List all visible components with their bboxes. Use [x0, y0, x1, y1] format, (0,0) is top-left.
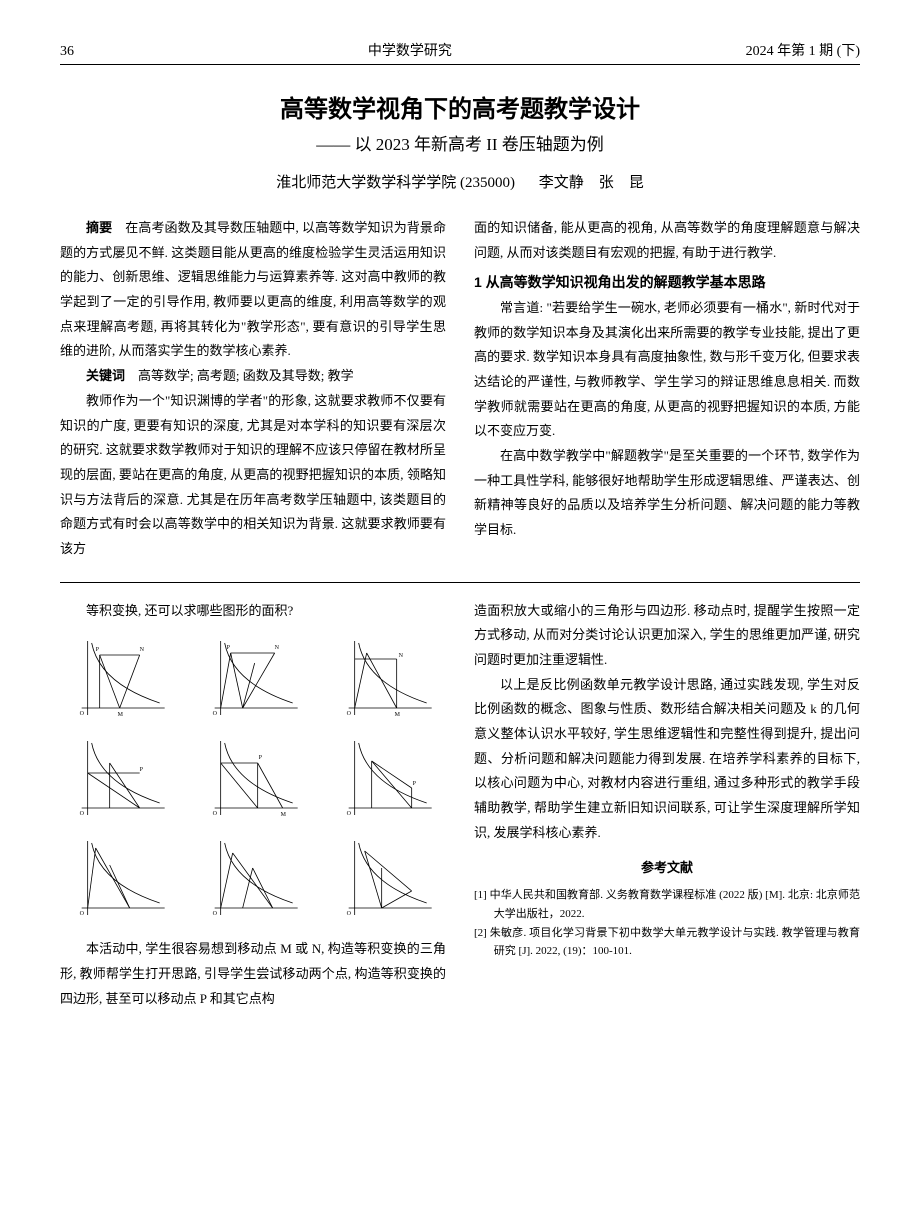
figure-9: O [327, 833, 446, 923]
keywords-label: 关键词 [86, 368, 125, 383]
right-column: 面的知识储备, 能从更高的视角, 从高等数学的角度理解题意与解决问题, 从而对该… [474, 216, 860, 562]
figure-7: O [60, 833, 179, 923]
keywords: 关键词 高等数学; 高考题; 函数及其导数; 教学 [60, 364, 446, 389]
svg-text:M: M [118, 712, 124, 718]
bottom-right-p1: 造面积放大或缩小的三角形与四边形. 移动点时, 提醒学生按照一定方式移动, 从而… [474, 599, 860, 673]
main-columns: 摘要 在高考函数及其导数压轴题中, 以高等数学知识为背景命题的方式屡见不鲜. 这… [60, 216, 860, 562]
svg-text:O: O [213, 911, 218, 917]
journal-name: 中学数学研究 [368, 40, 452, 60]
svg-text:P: P [412, 781, 416, 787]
svg-text:N: N [398, 653, 403, 659]
svg-text:O: O [213, 711, 218, 717]
bottom-right-p2: 以上是反比例函数单元教学设计思路, 通过实践发现, 学生对反比例函数的概念、图象… [474, 673, 860, 846]
affiliation-line: 淮北师范大学数学科学学院 (235000) 李文静 张 昆 [60, 171, 860, 192]
abstract-label: 摘要 [86, 220, 112, 235]
page-number: 36 [60, 44, 74, 60]
svg-text:O: O [213, 811, 218, 817]
figure-1: O M N P [60, 633, 179, 723]
svg-text:P: P [259, 755, 263, 761]
reference-2: [2] 朱敏彦. 项目化学习背景下初中数学大单元教学设计与实践. 教学管理与教育… [474, 924, 860, 961]
figure-6: O P [327, 733, 446, 823]
abstract-text: 在高考函数及其导数压轴题中, 以高等数学知识为背景命题的方式屡见不鲜. 这类题目… [60, 220, 446, 358]
svg-text:O: O [80, 911, 85, 917]
article-title: 高等数学视角下的高考题教学设计 [60, 89, 860, 124]
keywords-text: 高等数学; 高考题; 函数及其导数; 教学 [138, 368, 354, 383]
bottom-left-column: 等积变换, 还可以求哪些图形的面积? O M N P [60, 599, 446, 1012]
bottom-columns: 等积变换, 还可以求哪些图形的面积? O M N P [60, 599, 860, 1012]
re -1: [1] 中华人民共和国教育部. 义务教育数学课程标准 (2022 版) [M].… [474, 886, 860, 923]
figure-4: O P [60, 733, 179, 823]
figure-5: O P M [193, 733, 312, 823]
svg-text:P: P [96, 647, 100, 653]
svg-text:M: M [281, 812, 287, 818]
svg-text:N: N [140, 647, 145, 653]
svg-text:M: M [394, 712, 400, 718]
figure-2: O P N [193, 633, 312, 723]
body-p3: 在高中数学教学中"解题教学"是至关重要的一个环节, 数学作为一种工具性学科, 能… [474, 444, 860, 543]
section-1-heading: 1 从高等数学知识视角出发的解题教学基本思路 [474, 269, 860, 296]
svg-text:O: O [346, 911, 351, 917]
body-p2: 常言道: "若要给学生一碗水, 老师必须要有一桶水", 新时代对于教师的数学知识… [474, 296, 860, 444]
svg-text:O: O [80, 811, 85, 817]
issue-info: 2024 年第 1 期 (下) [746, 40, 860, 60]
article-subtitle: —— 以 2023 年新高考 II 卷压轴题为例 [60, 130, 860, 155]
abstract: 摘要 在高考函数及其导数压轴题中, 以高等数学知识为背景命题的方式屡见不鲜. 这… [60, 216, 446, 364]
svg-text:N: N [275, 645, 280, 651]
bottom-right-column: 造面积放大或缩小的三角形与四边形. 移动点时, 提醒学生按照一定方式移动, 从而… [474, 599, 860, 1012]
bottom-left-p: 本活动中, 学生很容易想到移动点 M 或 N, 构造等积变换的三角形, 教师帮学… [60, 937, 446, 1011]
figure-3: O M N [327, 633, 446, 723]
bottom-question: 等积变换, 还可以求哪些图形的面积? [60, 599, 446, 624]
references-heading: 参考文献 [474, 856, 860, 881]
section-divider [60, 582, 860, 583]
svg-text:P: P [140, 767, 144, 773]
left-column: 摘要 在高考函数及其导数压轴题中, 以高等数学知识为背景命题的方式屡见不鲜. 这… [60, 216, 446, 562]
body-p1-cont: 面的知识储备, 能从更高的视角, 从高等数学的角度理解题意与解决问题, 从而对该… [474, 216, 860, 265]
figure-8: O [193, 833, 312, 923]
page-header: 36 中学数学研究 2024 年第 1 期 (下) [60, 40, 860, 65]
institution: 淮北师范大学数学科学学院 (235000) [276, 175, 515, 191]
svg-text:O: O [346, 811, 351, 817]
body-p1: 教师作为一个"知识渊博的学者"的形象, 这就要求教师不仅要有知识的广度, 更要有… [60, 389, 446, 562]
svg-text:O: O [80, 711, 85, 717]
figures-grid: O M N P O P N [60, 633, 446, 923]
svg-text:P: P [227, 645, 231, 651]
svg-text:O: O [346, 711, 351, 717]
authors: 李文静 张 昆 [539, 175, 644, 191]
